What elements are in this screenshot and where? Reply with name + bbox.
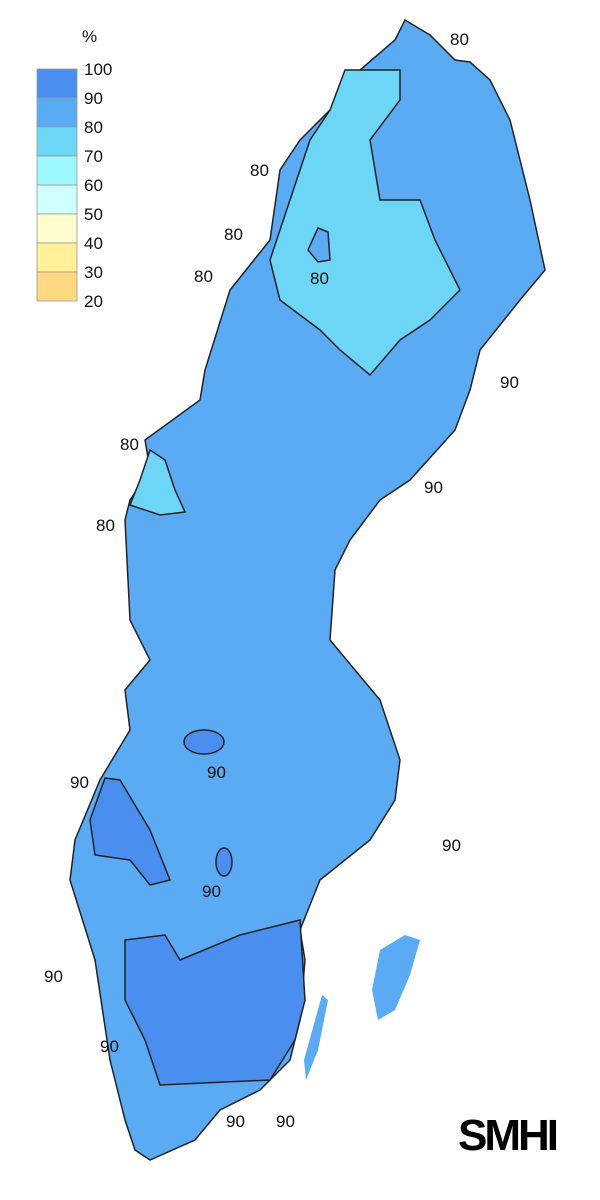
oland (304, 995, 328, 1080)
gotland (372, 935, 420, 1020)
legend-swatch (36, 271, 78, 302)
region-70-80-west (129, 448, 187, 516)
legend-unit: % (82, 27, 97, 46)
legend-swatch (36, 126, 78, 157)
legend-tick-label: 60 (84, 176, 103, 195)
contour-label: 90 (424, 478, 443, 497)
legend-tick-label: 100 (84, 60, 112, 79)
legend-swatch (36, 184, 78, 215)
contour-label: 80 (310, 269, 329, 288)
contour-label: 80 (120, 435, 139, 454)
contour-label: 90 (44, 967, 63, 986)
contour-label: 90 (70, 773, 89, 792)
legend-tick-label: 70 (84, 147, 103, 166)
legend-swatch (36, 155, 78, 186)
legend-tick-label: 40 (84, 234, 103, 253)
smhi-logo: SMHI (458, 1111, 557, 1160)
region-90-100-small (215, 847, 233, 877)
legend-swatch (36, 213, 78, 244)
contour-label: 80 (194, 267, 213, 286)
contour-label: 90 (500, 373, 519, 392)
legend-tick-label: 50 (84, 205, 103, 224)
contour-label: 90 (100, 1037, 119, 1056)
contour-label: 80 (224, 225, 243, 244)
region-90-100-lake (183, 729, 225, 755)
contour-label: 80 (250, 161, 269, 180)
legend: % 100 90 80 70 60 50 40 30 20 (36, 27, 112, 311)
contour-label: 90 (207, 763, 226, 782)
region-70-80-north (269, 69, 461, 377)
region-90-100-west (89, 777, 172, 886)
contour-labels: 80 80 80 80 80 90 90 80 80 90 90 90 90 9… (44, 30, 519, 1131)
contour-label: 90 (226, 1112, 245, 1131)
contour-label: 90 (276, 1112, 295, 1131)
contour-label: 90 (442, 836, 461, 855)
legend-tick-label: 20 (84, 292, 103, 311)
contour-label: 80 (450, 30, 469, 49)
legend-swatch (36, 68, 78, 99)
legend-tick-label: 80 (84, 118, 103, 137)
legend-tick-label: 30 (84, 263, 103, 282)
legend-swatch (36, 242, 78, 273)
legend-swatch (36, 97, 78, 128)
contour-label: 90 (202, 882, 221, 901)
region-80-90-pocket (307, 227, 331, 263)
contour-label: 80 (96, 516, 115, 535)
region-90-100-south (124, 919, 306, 1086)
legend-tick-label: 90 (84, 89, 103, 108)
